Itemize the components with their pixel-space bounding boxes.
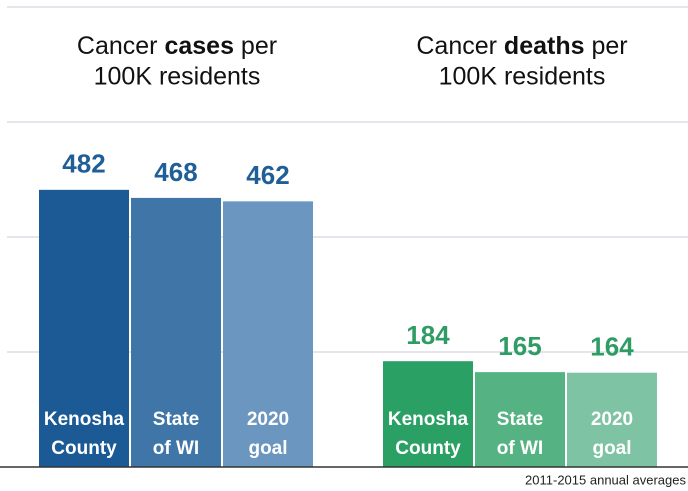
value-label: 165	[498, 331, 541, 361]
bar	[131, 197, 221, 467]
category-label: Kenosha County	[388, 409, 469, 459]
bar	[475, 372, 565, 467]
bar	[567, 372, 657, 467]
value-label: 482	[62, 149, 105, 179]
category-label: State of WI	[153, 409, 199, 459]
chart-title: Cancer deaths per	[416, 32, 627, 60]
footnote: 2011-2015 annual averages	[525, 472, 686, 487]
category-label: Kenosha County	[44, 409, 125, 459]
chart-title: Cancer cases per	[77, 32, 277, 60]
value-label: 468	[154, 157, 197, 187]
category-label: 2020 goal	[247, 409, 289, 459]
value-label: 184	[406, 320, 450, 350]
chart-title: 100K residents	[94, 63, 261, 91]
bar	[223, 201, 313, 467]
category-label: State of WI	[497, 409, 543, 459]
value-label: 462	[246, 160, 289, 190]
category-label: 2020 goal	[591, 409, 633, 459]
bar	[39, 189, 129, 467]
bar	[383, 361, 473, 467]
chart-title: 100K residents	[439, 63, 606, 91]
value-label: 164	[590, 332, 634, 362]
